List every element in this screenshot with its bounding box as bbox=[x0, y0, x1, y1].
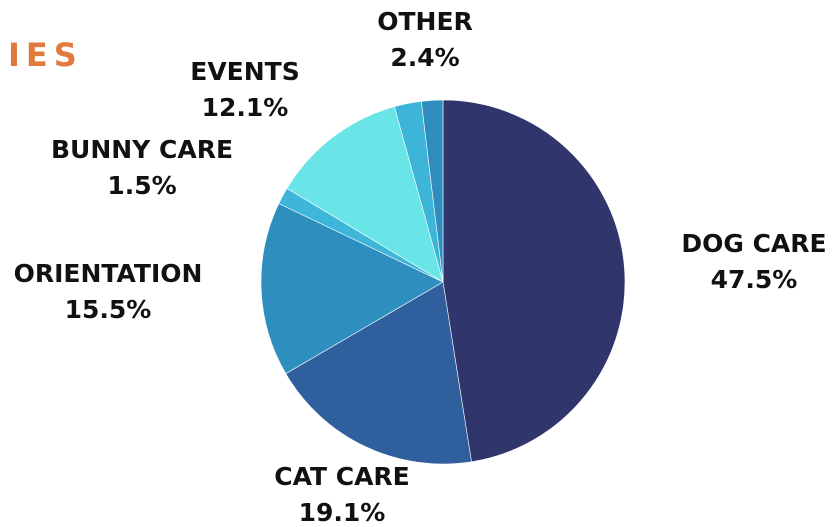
slice-value-cat-care: 19.1% bbox=[299, 498, 386, 527]
slice-value-orientation: 15.5% bbox=[65, 295, 152, 324]
slice-label-bunny-care: BUNNY CARE bbox=[51, 135, 233, 164]
pie-slice-dog-care bbox=[442, 99, 626, 463]
pie-slice-orientation bbox=[260, 203, 444, 375]
slice-value-events: 12.1% bbox=[202, 93, 289, 122]
slice-label-other: OTHER bbox=[377, 7, 473, 36]
slice-value-bunny-care: 1.5% bbox=[107, 171, 176, 200]
pie-slice-unlabeled bbox=[420, 99, 444, 283]
slice-label-events: EVENTS bbox=[190, 57, 300, 86]
pie-slice-cat-care bbox=[285, 281, 472, 465]
slice-label-orientation: ORIENTATION bbox=[14, 259, 203, 288]
slice-label-dog-care: DOG CARE bbox=[681, 229, 826, 258]
slice-label-cat-care: CAT CARE bbox=[274, 462, 410, 491]
slice-value-dog-care: 47.5% bbox=[711, 265, 798, 294]
slice-value-other: 2.4% bbox=[390, 43, 459, 72]
page-heading-fragment: IES bbox=[8, 36, 83, 74]
pie-slice-events bbox=[286, 106, 444, 283]
